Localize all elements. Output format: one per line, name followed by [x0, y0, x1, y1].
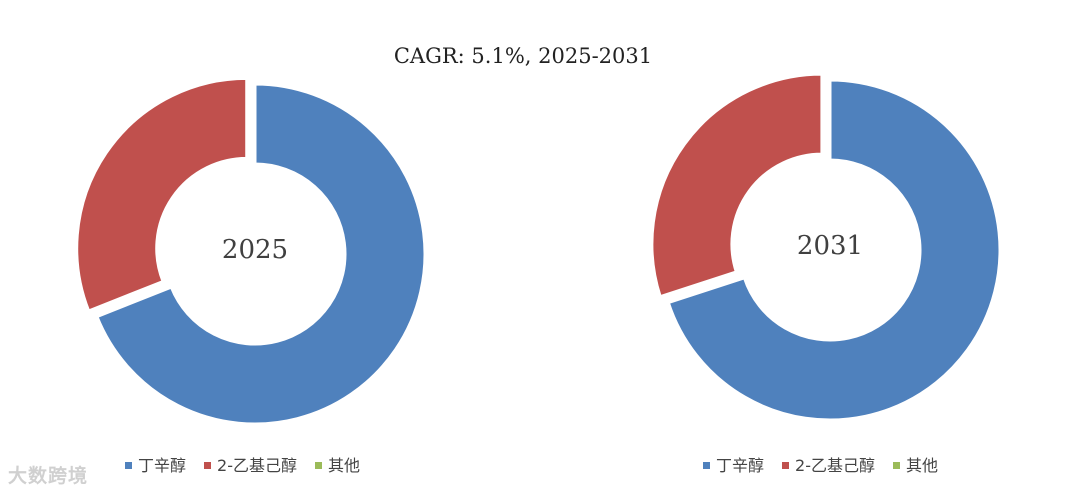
slice-2031-0	[666, 78, 1002, 422]
legend-item: 其他	[892, 452, 938, 476]
center-label-0: 2025	[222, 235, 288, 265]
legend-swatch	[892, 462, 900, 469]
legend-label: 丁辛醇	[716, 456, 765, 475]
legend-label: 其他	[327, 456, 360, 475]
slice-2025-0	[94, 82, 427, 426]
legend-2031: 丁辛醇 2-乙基己醇 其他	[703, 452, 956, 476]
legend-item: 2-乙基己醇	[782, 452, 875, 476]
slice-2031-1	[650, 72, 824, 299]
watermark-logo: 大数跨境	[8, 465, 89, 487]
legend-item: 丁辛醇	[125, 452, 186, 476]
legend-swatch	[125, 462, 132, 469]
legend-swatch	[703, 462, 710, 469]
legend-label: 丁辛醇	[138, 456, 187, 475]
legend-2025: 丁辛醇 2-乙基己醇 其他	[125, 452, 378, 476]
legend-item: 2-乙基己醇	[204, 452, 297, 476]
legend-label: 2-乙基己醇	[217, 456, 297, 475]
legend-label: 其他	[905, 456, 938, 475]
legend-label: 2-乙基己醇	[795, 456, 875, 475]
slice-2025-1	[75, 76, 249, 313]
legend-swatch	[782, 462, 790, 469]
legend-item: 其他	[314, 452, 360, 476]
legend-swatch	[204, 462, 212, 469]
chart-title: CAGR: 5.1%, 2025-2031	[393, 44, 653, 68]
center-label-1: 2031	[797, 231, 863, 261]
legend-item: 丁辛醇	[703, 452, 764, 476]
legend-swatch	[314, 462, 322, 469]
